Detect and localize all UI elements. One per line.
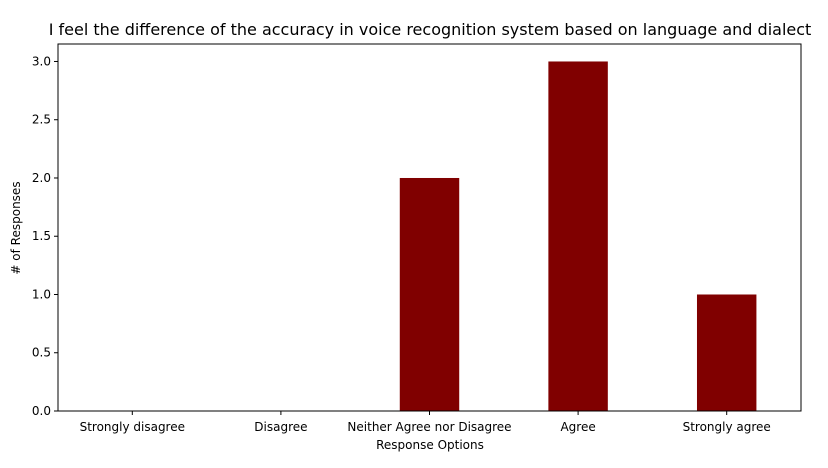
- y-tick-label: 1.0: [32, 287, 51, 301]
- bar-strongly-agree: [696, 294, 757, 411]
- x-axis: Strongly disagree Disagree Neither Agree n…: [80, 411, 771, 434]
- y-tick-label: 1.5: [32, 229, 51, 243]
- x-tick-label: Agree: [560, 420, 595, 434]
- y-tick-label: 0.0: [32, 404, 51, 418]
- y-tick-label: 2.0: [32, 171, 51, 185]
- y-tick-label: 2.5: [32, 113, 51, 127]
- y-tick-label: 0.5: [32, 346, 51, 360]
- chart-title: I feel the difference of the accuracy in…: [49, 20, 812, 39]
- x-tick-label: Strongly agree: [683, 420, 771, 434]
- bar-neither-agree-nor-disagree: [399, 177, 460, 411]
- bars-group: [399, 61, 757, 411]
- x-tick-label: Strongly disagree: [80, 420, 185, 434]
- x-axis-label: Response Options: [376, 438, 484, 452]
- bar-agree: [548, 61, 608, 411]
- x-tick-label: Disagree: [254, 420, 307, 434]
- y-tick-label: 3.0: [32, 54, 51, 68]
- x-tick-label: Neither Agree nor Disagree: [347, 420, 511, 434]
- y-axis: 0.0 0.5 1.0 1.5 2.0 2.5 3.0: [32, 54, 58, 418]
- y-axis-label: # of Responses: [9, 181, 23, 274]
